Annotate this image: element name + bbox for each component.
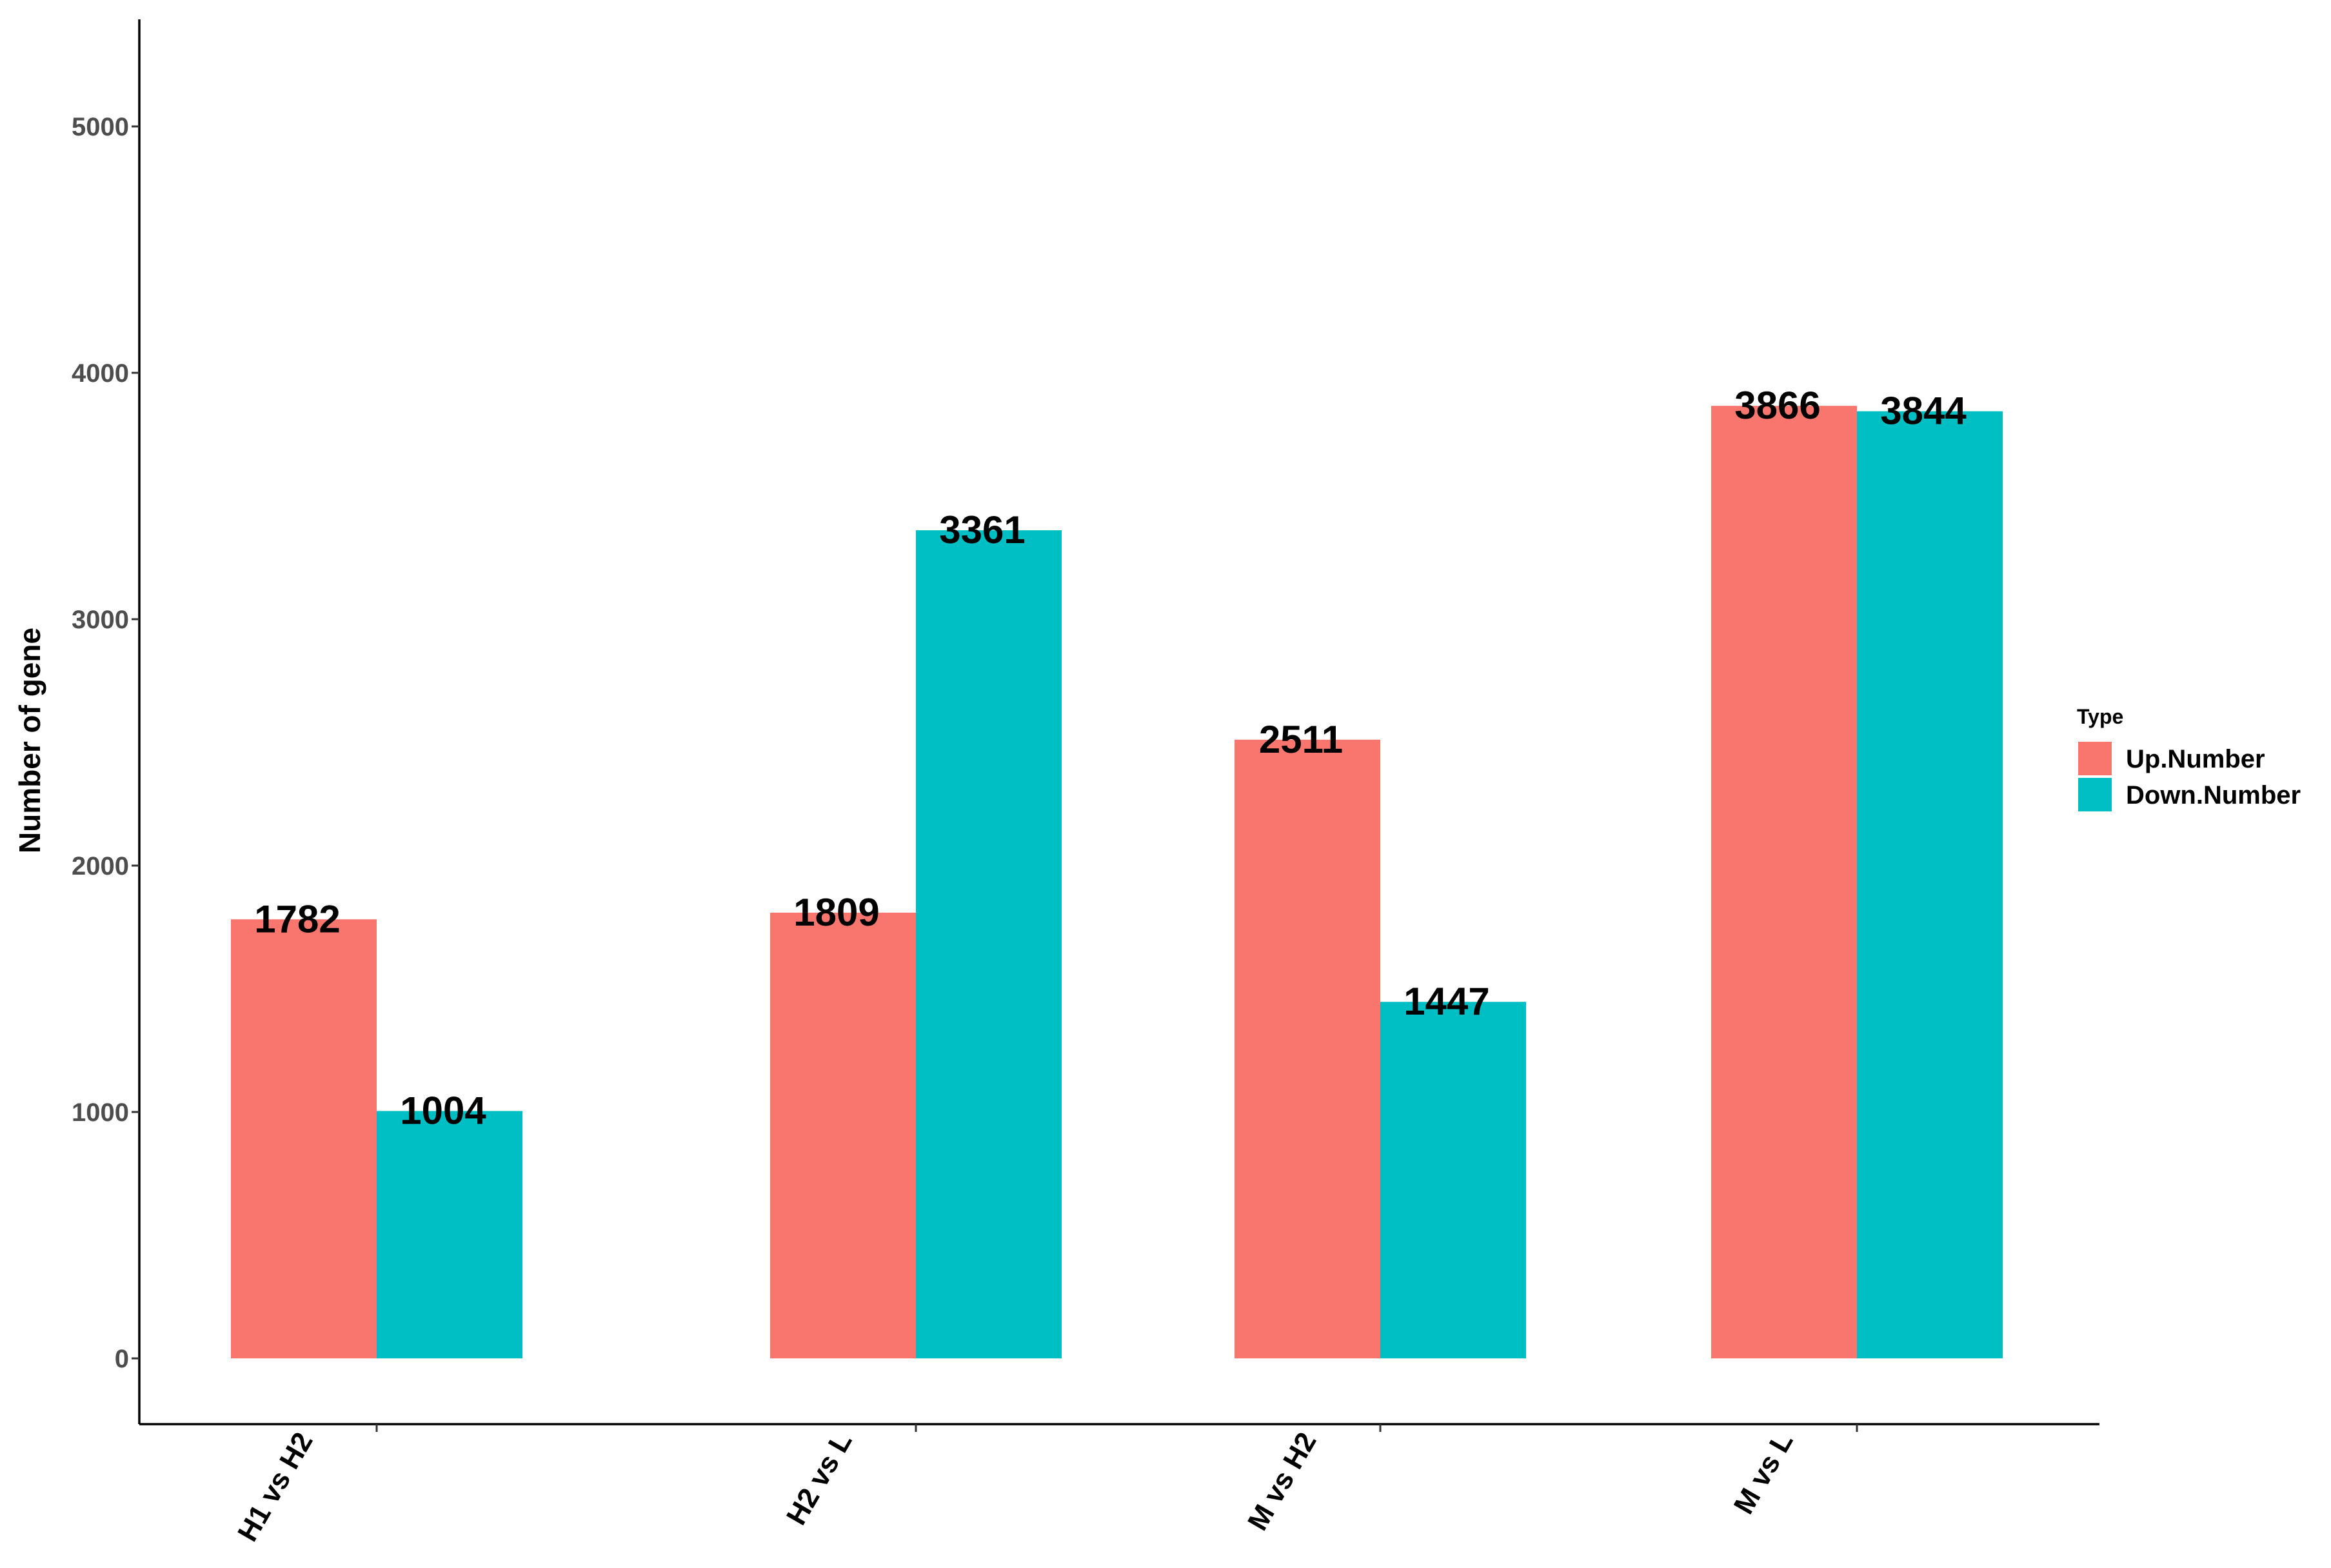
bar-down-number xyxy=(1857,411,2003,1358)
bar-down-number xyxy=(377,1111,522,1358)
legend-label: Up.Number xyxy=(2126,745,2265,773)
y-tick-label: 4000 xyxy=(72,359,129,388)
y-tick-label: 1000 xyxy=(72,1098,129,1127)
y-ticks-layer: 0 1000 2000 3000 4000 5000 xyxy=(72,113,139,1373)
x-tick-label: H2 vs L xyxy=(780,1427,858,1531)
legend: Type Up.Number Down.Number xyxy=(2077,705,2301,811)
bar-down-number xyxy=(1380,1002,1526,1358)
x-tick-label: M vs L xyxy=(1728,1427,1800,1520)
bar-up-number xyxy=(770,912,916,1358)
data-label: 3844 xyxy=(1880,390,1967,433)
legend-swatch xyxy=(2078,742,2112,775)
data-label: 1809 xyxy=(793,891,879,934)
y-tick-label: 3000 xyxy=(72,606,129,634)
bar-down-number xyxy=(916,530,1062,1358)
axes-layer xyxy=(138,19,2099,1425)
bar-up-number xyxy=(1235,739,1380,1358)
legend-title: Type xyxy=(2077,705,2123,728)
x-tick-label: M vs H2 xyxy=(1242,1427,1323,1536)
data-label: 2511 xyxy=(1259,718,1343,761)
data-labels-layer: 1782 1004 1809 3361 2511 1447 3866 3844 xyxy=(254,384,1967,1132)
y-tick-label: 5000 xyxy=(72,113,129,141)
x-ticks-layer: H1 vs H2 H2 vs L M vs H2 M vs L xyxy=(232,1424,1858,1547)
data-label: 1447 xyxy=(1404,980,1489,1023)
legend-swatch xyxy=(2078,778,2112,811)
data-label: 1004 xyxy=(400,1089,486,1132)
y-tick-label: 0 xyxy=(115,1345,129,1373)
y-axis-title: Number of gene xyxy=(13,628,46,853)
legend-items: Up.Number Down.Number xyxy=(2078,742,2301,811)
data-label: 3361 xyxy=(939,508,1025,551)
y-tick-label: 2000 xyxy=(72,852,129,880)
data-label: 1782 xyxy=(254,897,340,940)
bars-layer xyxy=(231,406,2003,1358)
bar-up-number xyxy=(231,919,377,1358)
x-tick-label: H1 vs H2 xyxy=(232,1427,319,1547)
bar-up-number xyxy=(1711,406,1857,1358)
data-label: 3866 xyxy=(1734,384,1820,427)
legend-label: Down.Number xyxy=(2126,781,2301,809)
